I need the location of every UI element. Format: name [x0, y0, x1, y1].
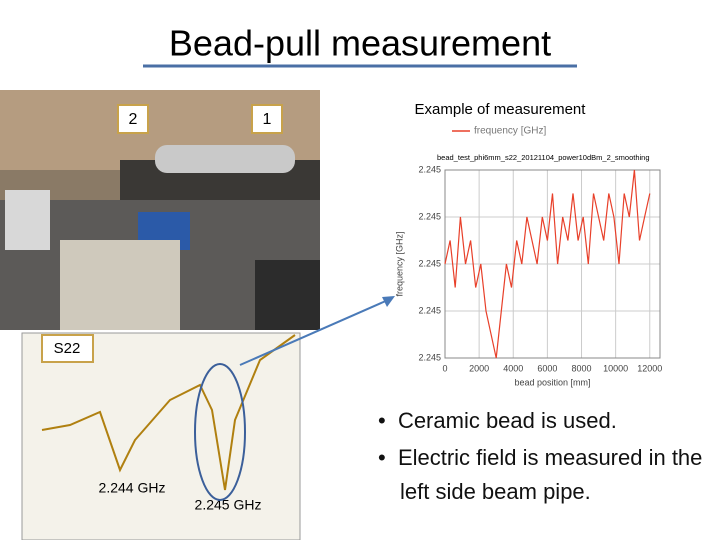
y-tick-label: 2.245	[418, 352, 441, 362]
y-tick-label: 2.245	[418, 305, 441, 315]
bullet: • Electric field is measured in the left…	[378, 445, 703, 504]
arrow	[239, 299, 389, 366]
x-tick-label: 4000	[503, 363, 523, 373]
photo-label: 1	[263, 111, 272, 128]
chart: bead_test_phi6mm_s22_20121104_power10dBm…	[394, 126, 662, 388]
caption: Example of measurement	[415, 101, 587, 118]
highlight-ellipse	[194, 363, 246, 501]
legend-label: frequency [GHz]	[474, 126, 546, 137]
bullet-text: Electric field is measured in the left s…	[397, 445, 703, 504]
x-tick-label: 8000	[571, 363, 591, 373]
photo	[0, 90, 320, 330]
x-tick-label: 6000	[537, 363, 557, 373]
peak-label: 2.245 GHz	[195, 497, 262, 513]
series-line	[444, 169, 651, 359]
peak-label: 2.244 GHz	[99, 480, 166, 496]
photo-label: 2	[129, 111, 138, 128]
arrowhead	[382, 296, 395, 307]
y-tick-label: 2.245	[418, 211, 441, 221]
x-axis-label: bead position [mm]	[514, 377, 590, 387]
vna-screen	[21, 332, 301, 540]
label-box	[41, 334, 94, 363]
x-tick-label: 12000	[637, 363, 662, 373]
x-tick-label: 0	[442, 363, 447, 373]
x-tick-label: 10000	[603, 363, 628, 373]
label-box	[251, 104, 283, 134]
slide-title: Bead-pull measurement	[169, 23, 551, 64]
bullet-text: Ceramic bead is used.	[397, 408, 617, 433]
y-tick-label: 2.245	[418, 164, 441, 174]
y-axis-label: frequency [GHz]	[394, 231, 404, 296]
label-box	[117, 104, 149, 134]
port-label: S22	[54, 340, 81, 357]
y-tick-label: 2.245	[418, 258, 441, 268]
bullet: • Ceramic bead is used.	[378, 408, 617, 433]
chart-title: bead_test_phi6mm_s22_20121104_power10dBm…	[437, 153, 650, 162]
x-tick-label: 2000	[469, 363, 489, 373]
